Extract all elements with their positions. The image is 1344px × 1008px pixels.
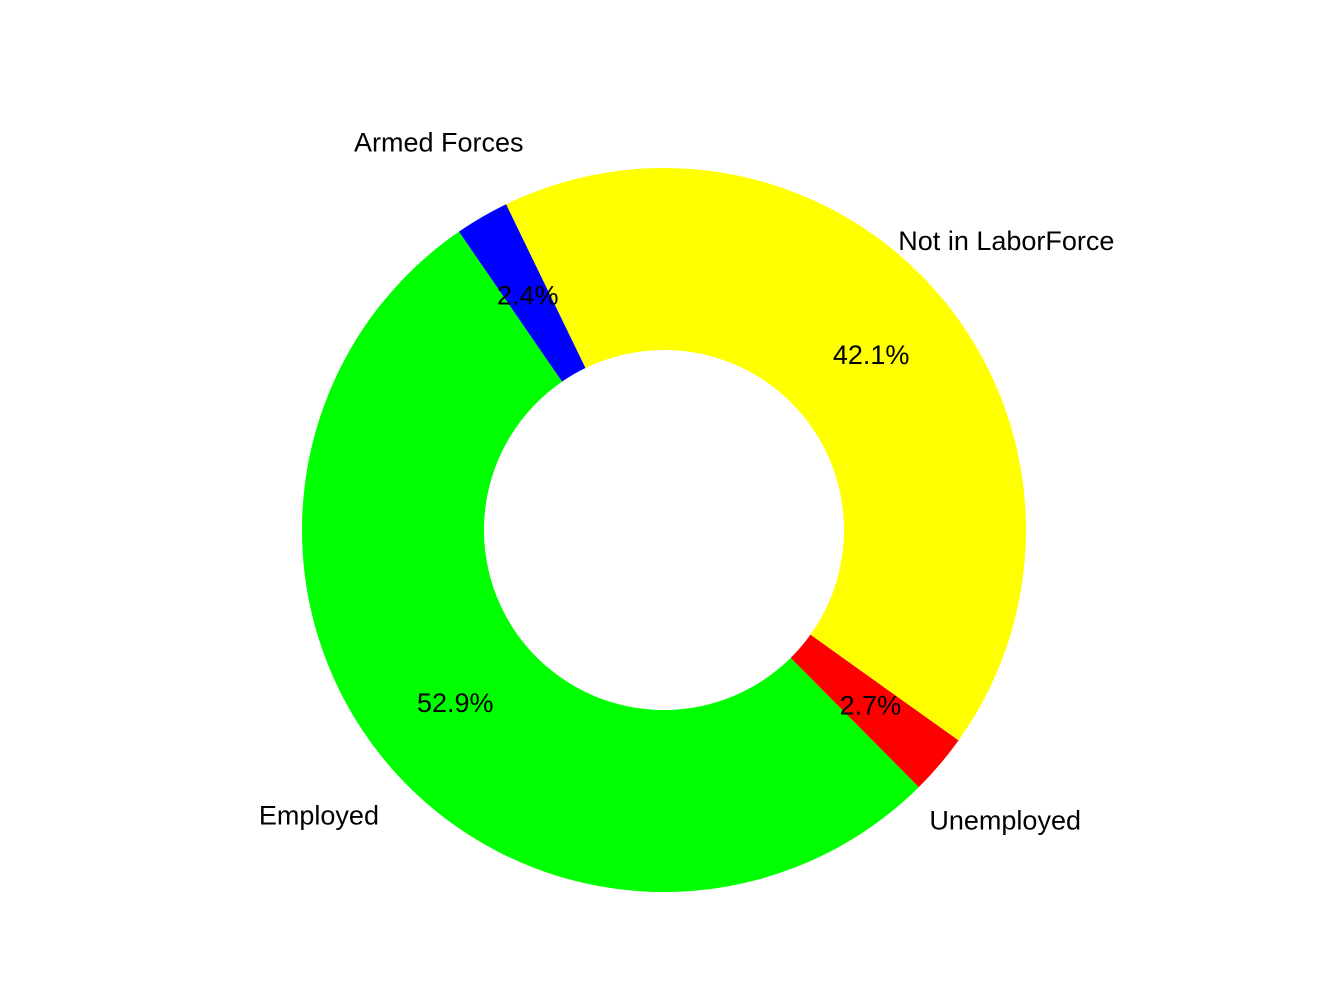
donut-slices: [301, 167, 1026, 893]
category-label-armed-forces: Armed Forces: [354, 128, 524, 158]
percent-label-armed-forces: 2.4%: [497, 281, 559, 311]
category-labels: Employed Unemployed Not in LaborForce Armed…: [259, 128, 1115, 836]
slice-armed-forces: [458, 204, 586, 382]
category-label-employed: Employed: [259, 801, 379, 831]
slice-unemployed: [790, 634, 959, 788]
slice-employed: [301, 231, 919, 893]
percent-label-unemployed: 2.7%: [840, 691, 902, 721]
percent-label-employed: 52.9%: [417, 688, 494, 718]
category-label-unemployed: Unemployed: [929, 805, 1081, 835]
slice-not-in-laborforce: [506, 167, 1026, 741]
category-label-not-in-laborforce: Not in LaborForce: [898, 226, 1114, 256]
percent-label-not-in-laborforce: 42.1%: [833, 340, 910, 370]
percent-labels: 52.9% 2.7% 42.1% 2.4%: [417, 281, 909, 721]
